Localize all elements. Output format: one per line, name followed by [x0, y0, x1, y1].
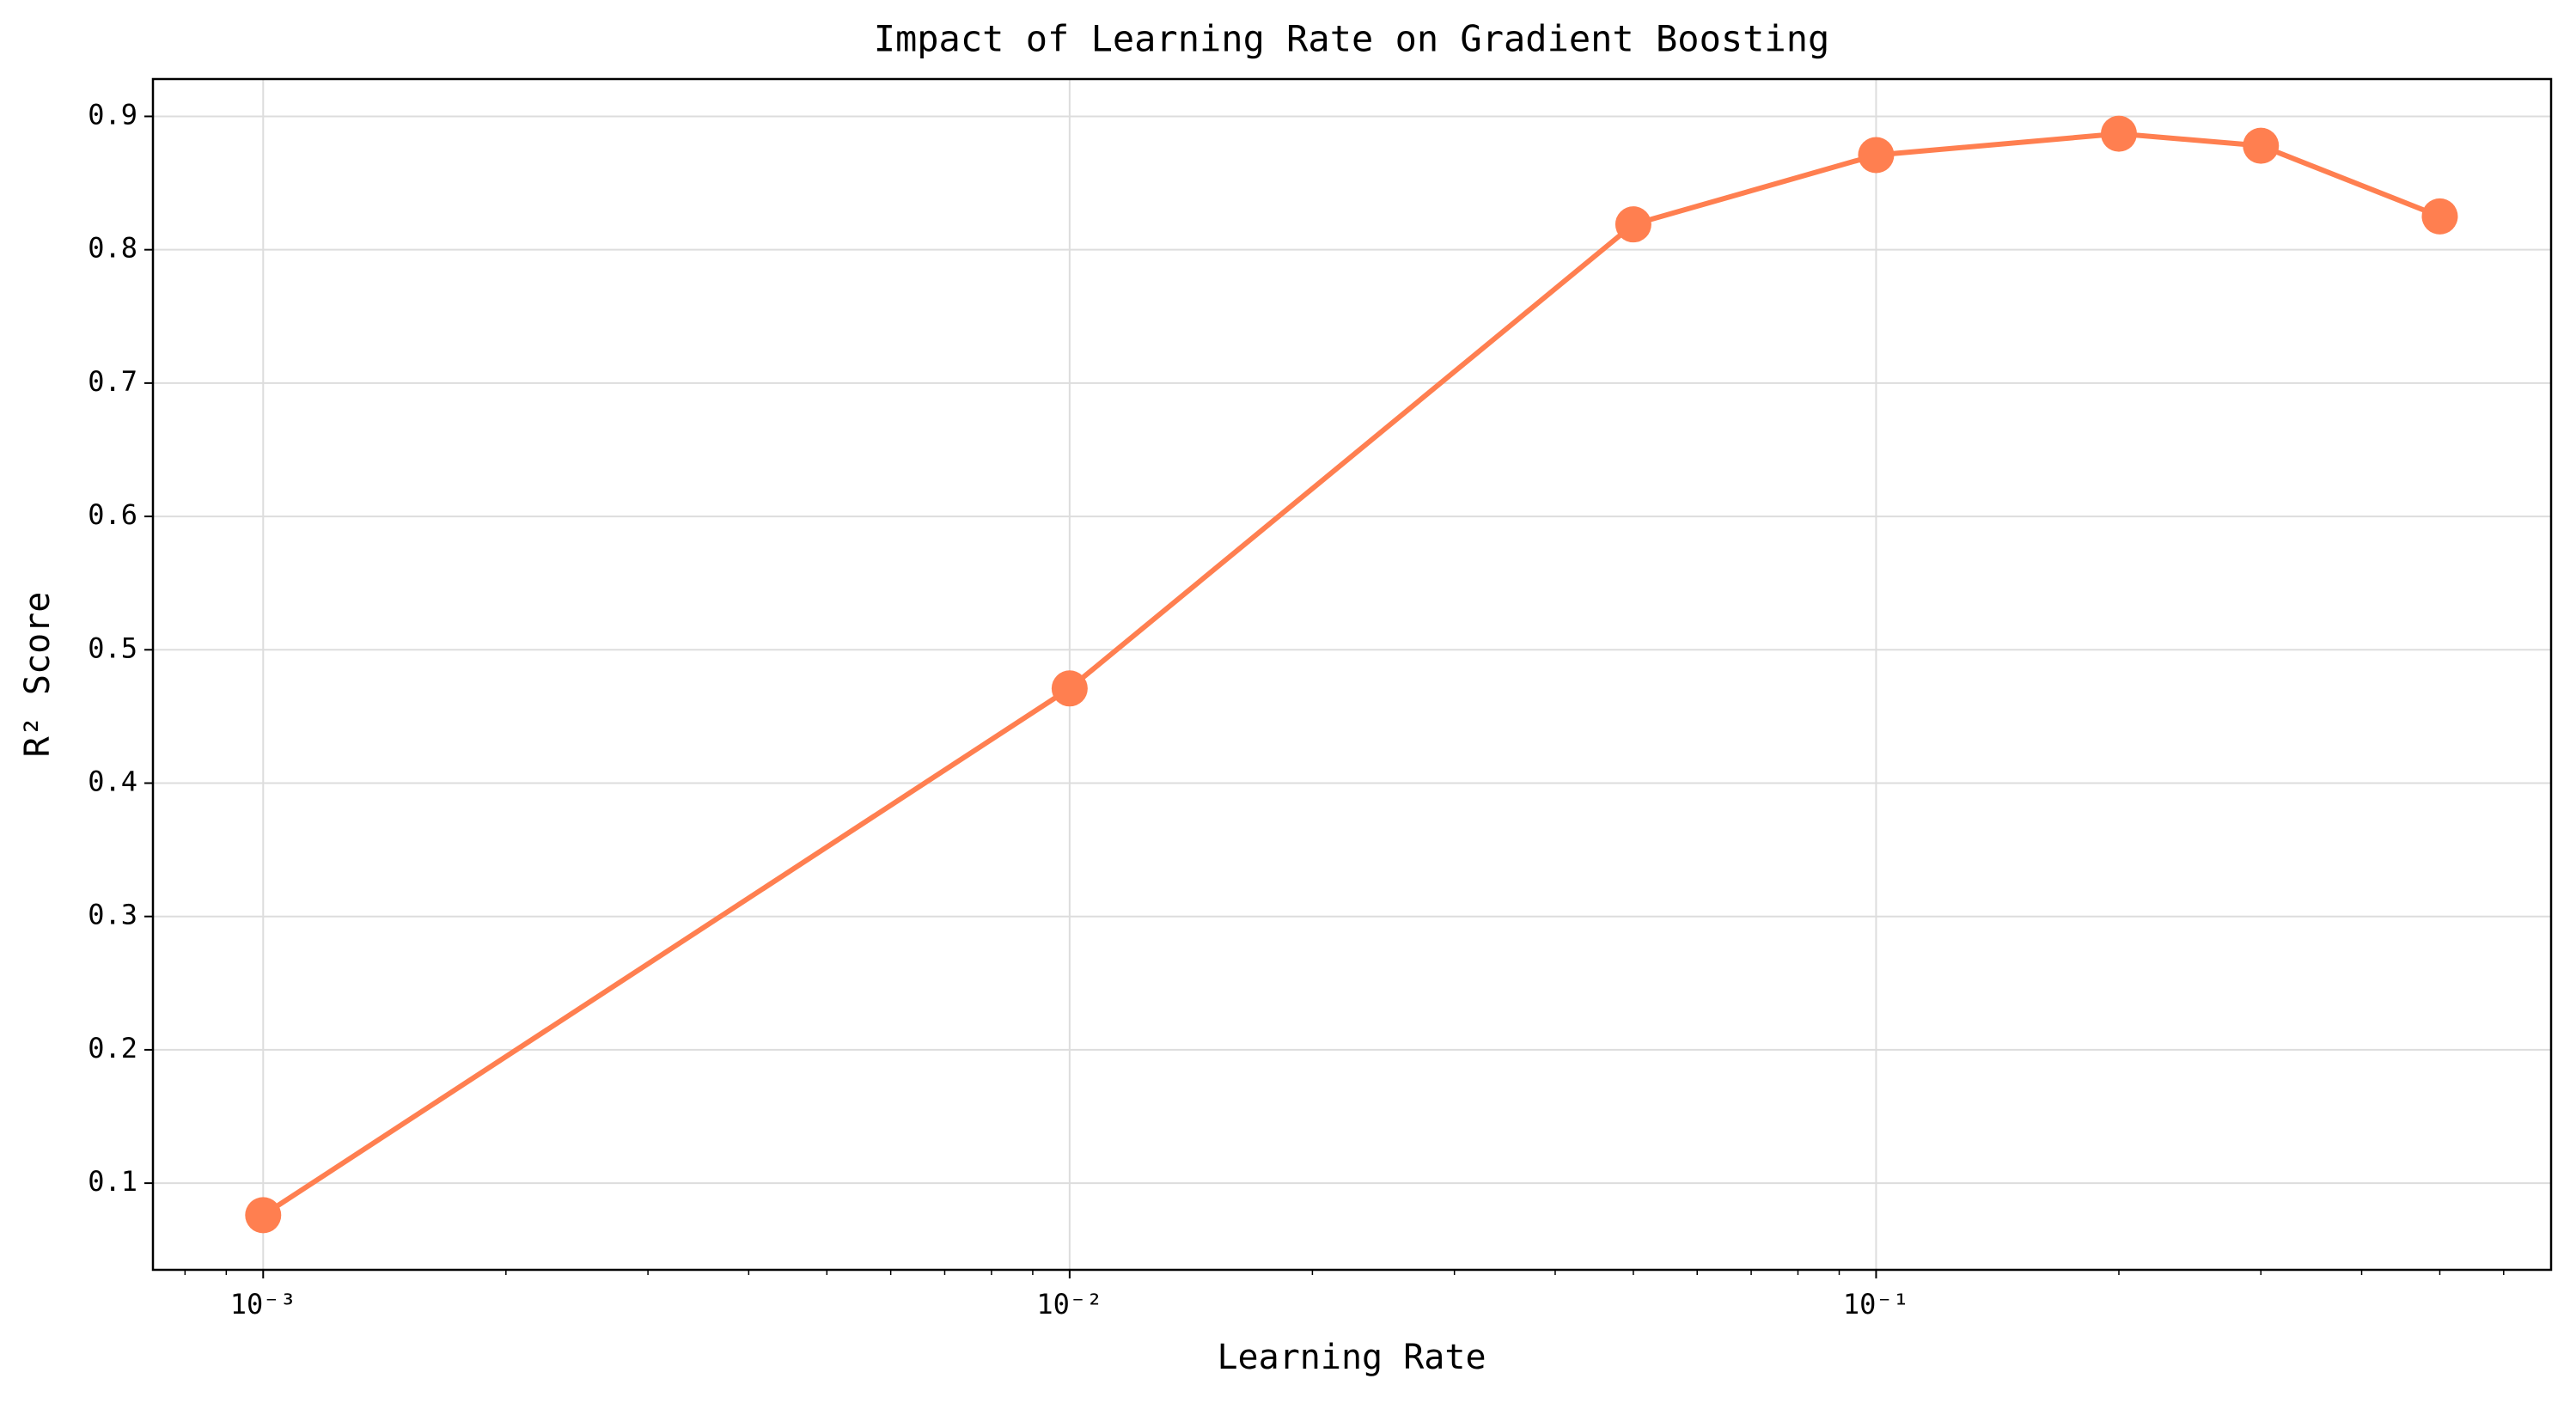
y-tick-label: 0.8 [88, 232, 137, 265]
marker [1051, 670, 1088, 707]
marker [2100, 115, 2137, 152]
chart-title: Impact of Learning Rate on Gradient Boos… [874, 18, 1830, 60]
y-axis-label: R² Score [18, 592, 58, 758]
marker [2421, 198, 2458, 235]
x-tick-label: 10⁻¹ [1843, 1288, 1909, 1321]
x-axis-label: Learning Rate [1217, 1338, 1486, 1377]
line [261, 131, 2441, 1217]
plot-frame [151, 77, 2553, 1272]
y-tick-label: 0.5 [88, 631, 137, 664]
y-tick-label: 0.6 [88, 498, 137, 531]
marker [245, 1197, 282, 1234]
x-tick-label: 10⁻³ [230, 1288, 296, 1321]
y-tick-label: 0.7 [88, 365, 137, 398]
y-tick-label: 0.4 [88, 765, 137, 797]
x-tick-label: 10⁻² [1036, 1288, 1102, 1321]
marker [1615, 206, 1651, 243]
y-tick-label: 0.9 [88, 98, 137, 131]
marker [2243, 127, 2280, 164]
marker [1858, 137, 1895, 174]
y-tick-label: 0.3 [88, 899, 137, 931]
y-tick-label: 0.1 [88, 1165, 137, 1198]
y-tick-label: 0.2 [88, 1032, 137, 1064]
